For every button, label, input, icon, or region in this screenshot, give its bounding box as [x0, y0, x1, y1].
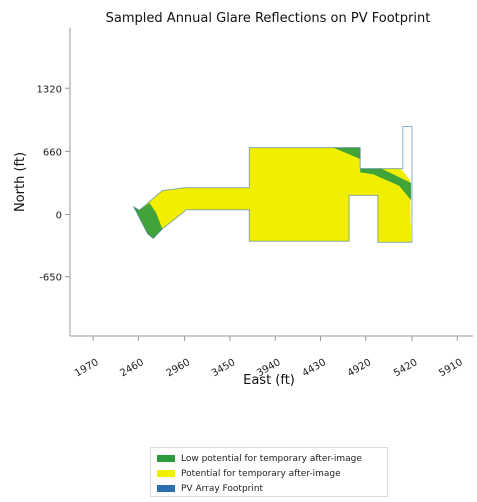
regions-layer	[132, 126, 413, 243]
legend-swatch-low-potential	[157, 455, 175, 462]
legend-item: Potential for temporary after-image	[157, 466, 381, 481]
x-tick-label: 4920	[346, 357, 374, 379]
legend-swatch-potential	[157, 470, 175, 477]
y-tick-label: 1320	[37, 84, 62, 95]
legend-label-low-potential: Low potential for temporary after-image	[181, 453, 362, 464]
pv-footprint-outline	[132, 126, 413, 243]
x-tick-label: 4430	[300, 357, 328, 379]
legend-label-potential: Potential for temporary after-image	[181, 468, 341, 479]
x-tick-label: 5910	[437, 357, 465, 379]
y-tick-label: -650	[39, 273, 62, 284]
x-tick-label: 3450	[210, 357, 238, 379]
chart-title: Sampled Annual Glare Reflections on PV F…	[106, 11, 431, 26]
x-tick-label: 2460	[118, 357, 146, 379]
glare-region-potential	[133, 147, 412, 243]
legend-label-footprint: PV Array Footprint	[181, 483, 264, 494]
axes	[69, 28, 473, 337]
legend-item: Low potential for temporary after-image	[157, 451, 381, 466]
y-tick-label: 0	[56, 211, 62, 222]
x-tick-label: 5420	[392, 357, 420, 379]
x-tick-label: 1970	[73, 357, 101, 379]
y-axis-label: North (ft)	[13, 152, 28, 212]
glare-region-low-potential	[333, 147, 361, 159]
legend-swatch-footprint	[157, 485, 175, 492]
x-tick-label: 2960	[165, 357, 193, 379]
glare-region-low-potential	[133, 203, 163, 239]
glare-region-low-potential	[360, 168, 412, 201]
legend-item: PV Array Footprint	[157, 481, 381, 496]
x-axis-label: East (ft)	[243, 373, 295, 388]
y-tick-label: 660	[43, 147, 62, 158]
legend: Low potential for temporary after-image …	[150, 447, 388, 497]
